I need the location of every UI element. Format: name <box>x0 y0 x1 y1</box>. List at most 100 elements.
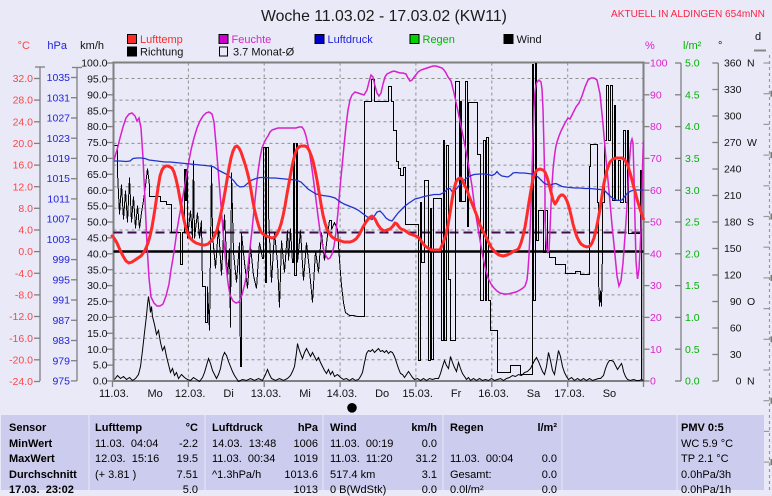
svg-text:4.0: 4.0 <box>685 121 700 133</box>
svg-text:3.0: 3.0 <box>685 185 700 197</box>
svg-text:3.5: 3.5 <box>685 153 700 165</box>
svg-text:1011: 1011 <box>47 194 70 206</box>
svg-text:240: 240 <box>724 164 742 176</box>
svg-text:30: 30 <box>650 280 662 292</box>
svg-text:210: 210 <box>724 190 742 202</box>
svg-text:N: N <box>747 376 755 388</box>
svg-text:30.0: 30.0 <box>87 280 108 292</box>
svg-text:45.0: 45.0 <box>87 233 108 245</box>
svg-text:4.0: 4.0 <box>18 225 33 237</box>
svg-text:15.03.: 15.03. <box>402 388 433 400</box>
svg-text:90.0: 90.0 <box>87 89 108 101</box>
svg-text:17.03.: 17.03. <box>554 388 585 400</box>
svg-text:95.0: 95.0 <box>87 74 108 86</box>
svg-text:2.5: 2.5 <box>685 217 700 229</box>
svg-text:995: 995 <box>52 274 70 286</box>
svg-text:999: 999 <box>52 254 70 266</box>
svg-text:30: 30 <box>730 349 742 361</box>
svg-text:Do: Do <box>375 388 389 400</box>
svg-text:km/h: km/h <box>80 40 104 52</box>
svg-text:15.0: 15.0 <box>87 328 108 340</box>
svg-text:975: 975 <box>52 376 70 388</box>
svg-text:0.0: 0.0 <box>93 376 108 388</box>
svg-text:2.0: 2.0 <box>685 248 700 260</box>
svg-text:So: So <box>603 388 616 400</box>
svg-text:55.0: 55.0 <box>87 201 108 213</box>
svg-text:987: 987 <box>52 315 70 327</box>
svg-text:60: 60 <box>650 185 662 197</box>
svg-text:12.03.: 12.03. <box>175 388 206 400</box>
svg-text:24.0: 24.0 <box>13 116 34 128</box>
svg-text:4.5: 4.5 <box>685 89 700 101</box>
svg-text:85.0: 85.0 <box>87 105 108 117</box>
svg-text:90: 90 <box>650 89 662 101</box>
svg-text:25.0: 25.0 <box>87 296 108 308</box>
svg-text:W: W <box>747 137 757 149</box>
svg-text:70.0: 70.0 <box>87 153 108 165</box>
svg-text:979: 979 <box>52 355 70 367</box>
svg-text:1003: 1003 <box>47 234 71 246</box>
svg-text:-24.0: -24.0 <box>9 376 33 388</box>
svg-text:20: 20 <box>650 312 662 324</box>
svg-text:O: O <box>747 296 755 308</box>
svg-text:983: 983 <box>52 335 70 347</box>
svg-text:10.0: 10.0 <box>87 344 108 356</box>
svg-text:Di: Di <box>223 388 233 400</box>
svg-text:Fr: Fr <box>451 388 462 400</box>
svg-text:-4.0: -4.0 <box>15 268 33 280</box>
svg-text:l/m²: l/m² <box>683 40 702 52</box>
svg-text:N: N <box>747 58 755 70</box>
svg-text:1019: 1019 <box>47 153 71 165</box>
svg-text:-12.0: -12.0 <box>9 311 33 323</box>
svg-text:3.7 Monat-Ø: 3.7 Monat-Ø <box>233 47 295 59</box>
svg-text:Lufttemp: Lufttemp <box>140 34 183 46</box>
svg-text:1015: 1015 <box>47 173 71 185</box>
svg-text:50: 50 <box>650 217 662 229</box>
svg-text:1.5: 1.5 <box>685 280 700 292</box>
svg-text:10: 10 <box>650 344 662 356</box>
svg-text:12.0: 12.0 <box>13 181 34 193</box>
svg-text:-20.0: -20.0 <box>9 354 33 366</box>
svg-text:1031: 1031 <box>47 92 71 104</box>
svg-text:100.0: 100.0 <box>81 58 107 70</box>
svg-text:991: 991 <box>52 295 70 307</box>
svg-text:40: 40 <box>650 248 662 260</box>
svg-text:hPa: hPa <box>47 40 67 52</box>
svg-text:%: % <box>645 40 655 52</box>
svg-text:11.03.: 11.03. <box>99 388 129 400</box>
svg-text:°C: °C <box>18 40 30 52</box>
svg-text:60: 60 <box>730 323 742 335</box>
svg-text:Sa: Sa <box>527 388 541 400</box>
svg-text:80.0: 80.0 <box>87 121 108 133</box>
svg-text:32.0: 32.0 <box>13 73 34 85</box>
svg-text:-16.0: -16.0 <box>9 333 33 345</box>
svg-text:0: 0 <box>650 376 656 388</box>
svg-text:300: 300 <box>724 111 742 123</box>
svg-text:100: 100 <box>650 58 668 70</box>
svg-text:Mi: Mi <box>299 388 311 400</box>
svg-text:330: 330 <box>724 84 742 96</box>
svg-text:1027: 1027 <box>47 113 71 125</box>
svg-text:28.0: 28.0 <box>13 95 34 107</box>
svg-text:270: 270 <box>724 137 742 149</box>
svg-text:d: d <box>755 31 761 43</box>
svg-text:0.0: 0.0 <box>685 376 700 388</box>
svg-text:360: 360 <box>724 58 742 70</box>
svg-text:75.0: 75.0 <box>87 137 108 149</box>
svg-text:0: 0 <box>736 376 742 388</box>
svg-text:1007: 1007 <box>47 214 71 226</box>
svg-text:Regen: Regen <box>423 34 455 46</box>
svg-text:14.03.: 14.03. <box>327 388 358 400</box>
svg-text:60.0: 60.0 <box>87 185 108 197</box>
svg-text:Mo: Mo <box>148 388 163 400</box>
svg-text:150: 150 <box>724 243 742 255</box>
svg-text:8.0: 8.0 <box>18 203 33 215</box>
svg-text:-8.0: -8.0 <box>15 290 33 302</box>
svg-text:50.0: 50.0 <box>87 217 108 229</box>
svg-text:0.5: 0.5 <box>685 344 700 356</box>
svg-text:5.0: 5.0 <box>685 58 700 70</box>
svg-text:120: 120 <box>724 270 742 282</box>
svg-text:°: ° <box>718 40 722 52</box>
svg-text:70: 70 <box>650 153 662 165</box>
svg-text:5.0: 5.0 <box>93 360 108 372</box>
